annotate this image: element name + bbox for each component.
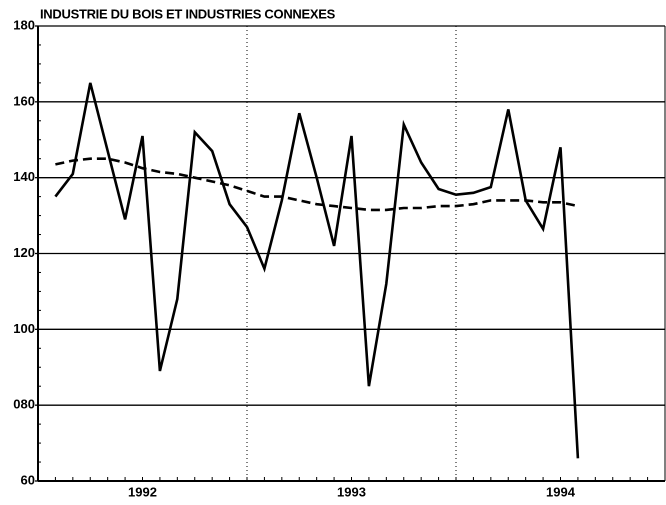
y-tick-label: 160 [13, 93, 35, 108]
y-tick-label: 120 [13, 245, 35, 260]
y-tick-label: 180 [13, 17, 35, 32]
series-line [54, 82, 580, 459]
x-tick-label: 1993 [337, 484, 366, 499]
y-tick-label: 100 [13, 321, 35, 336]
series-line [55, 157, 579, 212]
y-tick-label: 140 [13, 169, 35, 184]
chart-title: INDUSTRIE DU BOIS ET INDUSTRIES CONNEXES [40, 6, 336, 21]
x-tick-label: 1994 [546, 484, 576, 499]
x-tick-label: 1992 [128, 484, 157, 499]
y-tick-label: 60 [21, 472, 35, 487]
y-tick-label: 080 [13, 397, 35, 412]
